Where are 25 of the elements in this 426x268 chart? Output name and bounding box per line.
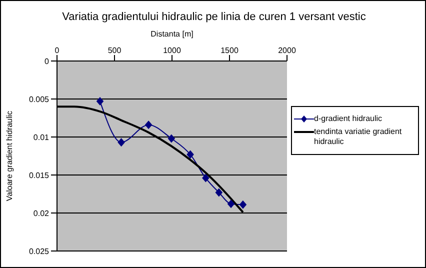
y-tick-label: 0.01 bbox=[33, 132, 50, 142]
y-tick-label: 0.025 bbox=[28, 246, 50, 256]
y-tick-label: 0.015 bbox=[28, 170, 50, 180]
point bbox=[227, 200, 234, 208]
y-tick-label: 0.02 bbox=[33, 208, 50, 218]
x-axis-title: Distanta [m] bbox=[150, 30, 194, 39]
x-tick-label: 1000 bbox=[163, 46, 182, 55]
x-tick-label: 2000 bbox=[278, 46, 296, 55]
point bbox=[168, 134, 175, 143]
legend-label: d-gradient hidraulic bbox=[314, 114, 382, 124]
point bbox=[96, 97, 104, 106]
point bbox=[239, 200, 246, 209]
x-tick-label: 1500 bbox=[220, 46, 239, 55]
x-tick-label: 500 bbox=[108, 46, 122, 55]
point bbox=[215, 188, 222, 196]
y-axis-title: Valoare gradient hidraulic bbox=[4, 110, 14, 202]
legend-label: tendinta variatie gradient hidraulic bbox=[314, 126, 403, 146]
point bbox=[118, 138, 125, 146]
x-tick-label: 0 bbox=[54, 46, 60, 55]
y-tick-label: 0 bbox=[44, 56, 50, 66]
point bbox=[145, 120, 152, 129]
chart-title: Variatia gradientului hidraulic pe linia de curen 1 versant vestic bbox=[61, 11, 367, 23]
y-tick-label: 0.005 bbox=[28, 94, 50, 104]
point bbox=[202, 174, 210, 182]
point bbox=[186, 150, 194, 158]
